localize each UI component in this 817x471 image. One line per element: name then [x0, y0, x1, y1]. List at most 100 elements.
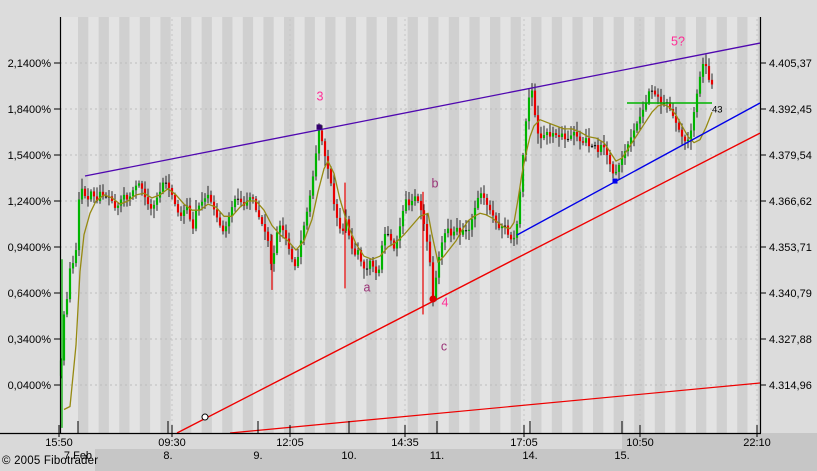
candle-body	[698, 76, 702, 94]
candle-body	[311, 176, 315, 196]
candle-body	[584, 138, 588, 143]
candle-body	[554, 133, 558, 136]
wave-label-3: 3	[317, 89, 324, 103]
candle-body	[542, 135, 546, 139]
candle-body	[368, 260, 372, 269]
session-stripe	[78, 17, 89, 433]
candle-body	[635, 123, 639, 131]
candle-body	[587, 138, 591, 147]
right-axis-label: 4.353,71	[769, 242, 812, 254]
session-stripe	[345, 17, 357, 433]
price-spikes	[61, 182, 424, 428]
moving-average-line	[63, 103, 713, 411]
session-stripe	[593, 17, 604, 433]
candle-body	[278, 225, 282, 233]
candle-body	[248, 197, 252, 201]
candle-body	[122, 194, 126, 200]
candle-body	[509, 234, 513, 240]
session-stripe	[119, 17, 130, 433]
candle-body	[95, 196, 99, 201]
left-axis-label: 2,1400%	[8, 58, 52, 70]
candle-body	[281, 225, 285, 231]
candle-body	[455, 227, 459, 232]
wave-label-c: c	[441, 340, 447, 354]
session-stripe	[551, 17, 563, 433]
candle-body	[479, 193, 483, 198]
candle-body	[272, 253, 276, 264]
candle-body	[620, 158, 624, 165]
candle-body	[599, 145, 603, 152]
candle-body	[425, 224, 429, 242]
right-axis-label: 4.340,79	[769, 288, 812, 300]
candle-body	[290, 248, 294, 260]
candle-body	[218, 217, 222, 226]
candle-body	[173, 194, 177, 205]
candle-body	[68, 268, 72, 300]
candle-body	[257, 210, 261, 218]
candle-body	[467, 229, 471, 231]
candle-body	[443, 233, 447, 243]
time-label-band	[0, 433, 622, 449]
wave-label-a: a	[364, 281, 371, 295]
candle-body	[113, 201, 117, 208]
session-stripe	[716, 17, 727, 433]
candle-body	[239, 198, 243, 203]
candle-body	[611, 164, 615, 174]
candle-body	[518, 191, 522, 224]
candle-body	[299, 240, 303, 257]
left-axis-labels: 2,1400% 1,8400% 1,5400% 1,2400% 0,9400% 0,640…	[8, 58, 60, 392]
candle-body	[401, 210, 405, 227]
candle-body	[389, 233, 393, 241]
candle-body	[638, 116, 642, 124]
session-stripe	[696, 17, 707, 433]
candle-body	[641, 109, 645, 117]
right-axis-label: 4.379,54	[769, 150, 812, 162]
session-stripe	[98, 17, 109, 433]
candle-body	[233, 199, 237, 208]
candle-body	[605, 147, 609, 155]
candle-body	[152, 204, 156, 209]
candle-body	[317, 130, 321, 154]
candle-body	[473, 207, 477, 220]
candle-body	[188, 205, 192, 220]
candle-body	[353, 248, 357, 255]
left-axis-label: 1,5400%	[8, 150, 52, 162]
candle-body	[575, 132, 579, 137]
candle-body	[116, 205, 120, 208]
left-axis-label: 0,3400%	[8, 334, 52, 346]
candle-body	[434, 277, 438, 300]
candle-body	[71, 263, 75, 269]
candle-body	[221, 225, 225, 232]
candle-body	[692, 112, 696, 131]
candle-body	[92, 191, 96, 197]
candle-body	[98, 191, 102, 201]
candle-body	[284, 230, 288, 239]
candle-body	[521, 155, 525, 192]
candle-body	[569, 135, 573, 139]
candle-body	[260, 217, 264, 224]
time-label: 09:30	[158, 437, 186, 449]
candle-body	[194, 210, 198, 229]
candle-body	[164, 182, 168, 184]
candle-body	[269, 240, 273, 264]
session-stripe	[428, 17, 439, 433]
candle-body	[491, 210, 495, 216]
candle-body	[503, 225, 507, 227]
candle-body	[506, 225, 510, 235]
candle-body	[230, 207, 234, 217]
candle-body	[83, 188, 87, 197]
candle-body	[320, 130, 324, 142]
candle-body	[371, 260, 375, 267]
session-stripe	[387, 17, 398, 433]
date-label: 11.	[430, 450, 444, 462]
candle-body	[62, 314, 66, 361]
session-stripe	[572, 17, 583, 433]
candle-body	[212, 201, 216, 210]
right-axis-label: 4.314,96	[769, 380, 812, 392]
candle-body	[590, 145, 594, 147]
candle-body	[497, 222, 501, 229]
candle-body	[293, 259, 297, 267]
candle-body	[287, 238, 291, 249]
candle-body	[533, 90, 537, 116]
